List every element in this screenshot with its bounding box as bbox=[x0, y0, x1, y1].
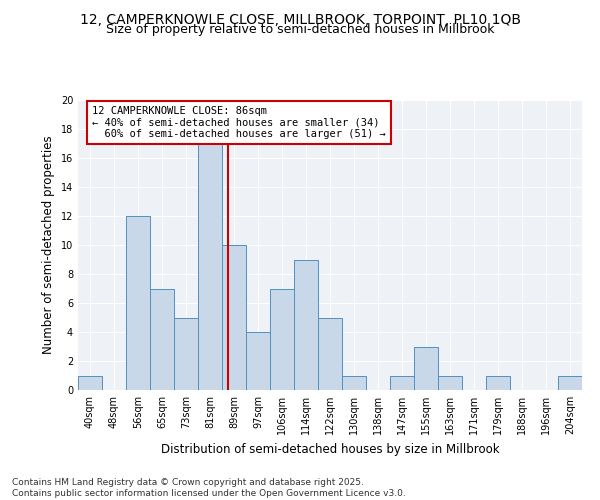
Bar bbox=[558, 376, 582, 390]
Bar bbox=[222, 245, 246, 390]
Bar bbox=[78, 376, 102, 390]
Text: Contains HM Land Registry data © Crown copyright and database right 2025.
Contai: Contains HM Land Registry data © Crown c… bbox=[12, 478, 406, 498]
Text: 12, CAMPERKNOWLE CLOSE, MILLBROOK, TORPOINT, PL10 1QB: 12, CAMPERKNOWLE CLOSE, MILLBROOK, TORPO… bbox=[79, 12, 521, 26]
Bar bbox=[270, 288, 294, 390]
Bar bbox=[174, 318, 198, 390]
Bar bbox=[486, 376, 510, 390]
Bar bbox=[126, 216, 150, 390]
Bar bbox=[390, 376, 414, 390]
Text: Size of property relative to semi-detached houses in Millbrook: Size of property relative to semi-detach… bbox=[106, 22, 494, 36]
Bar bbox=[414, 346, 438, 390]
Bar bbox=[318, 318, 342, 390]
Bar bbox=[198, 144, 222, 390]
Bar bbox=[150, 288, 174, 390]
Bar bbox=[342, 376, 366, 390]
Y-axis label: Number of semi-detached properties: Number of semi-detached properties bbox=[42, 136, 55, 354]
Bar bbox=[438, 376, 462, 390]
Bar bbox=[294, 260, 318, 390]
X-axis label: Distribution of semi-detached houses by size in Millbrook: Distribution of semi-detached houses by … bbox=[161, 442, 499, 456]
Text: 12 CAMPERKNOWLE CLOSE: 86sqm
← 40% of semi-detached houses are smaller (34)
  60: 12 CAMPERKNOWLE CLOSE: 86sqm ← 40% of se… bbox=[92, 106, 386, 139]
Bar bbox=[246, 332, 270, 390]
